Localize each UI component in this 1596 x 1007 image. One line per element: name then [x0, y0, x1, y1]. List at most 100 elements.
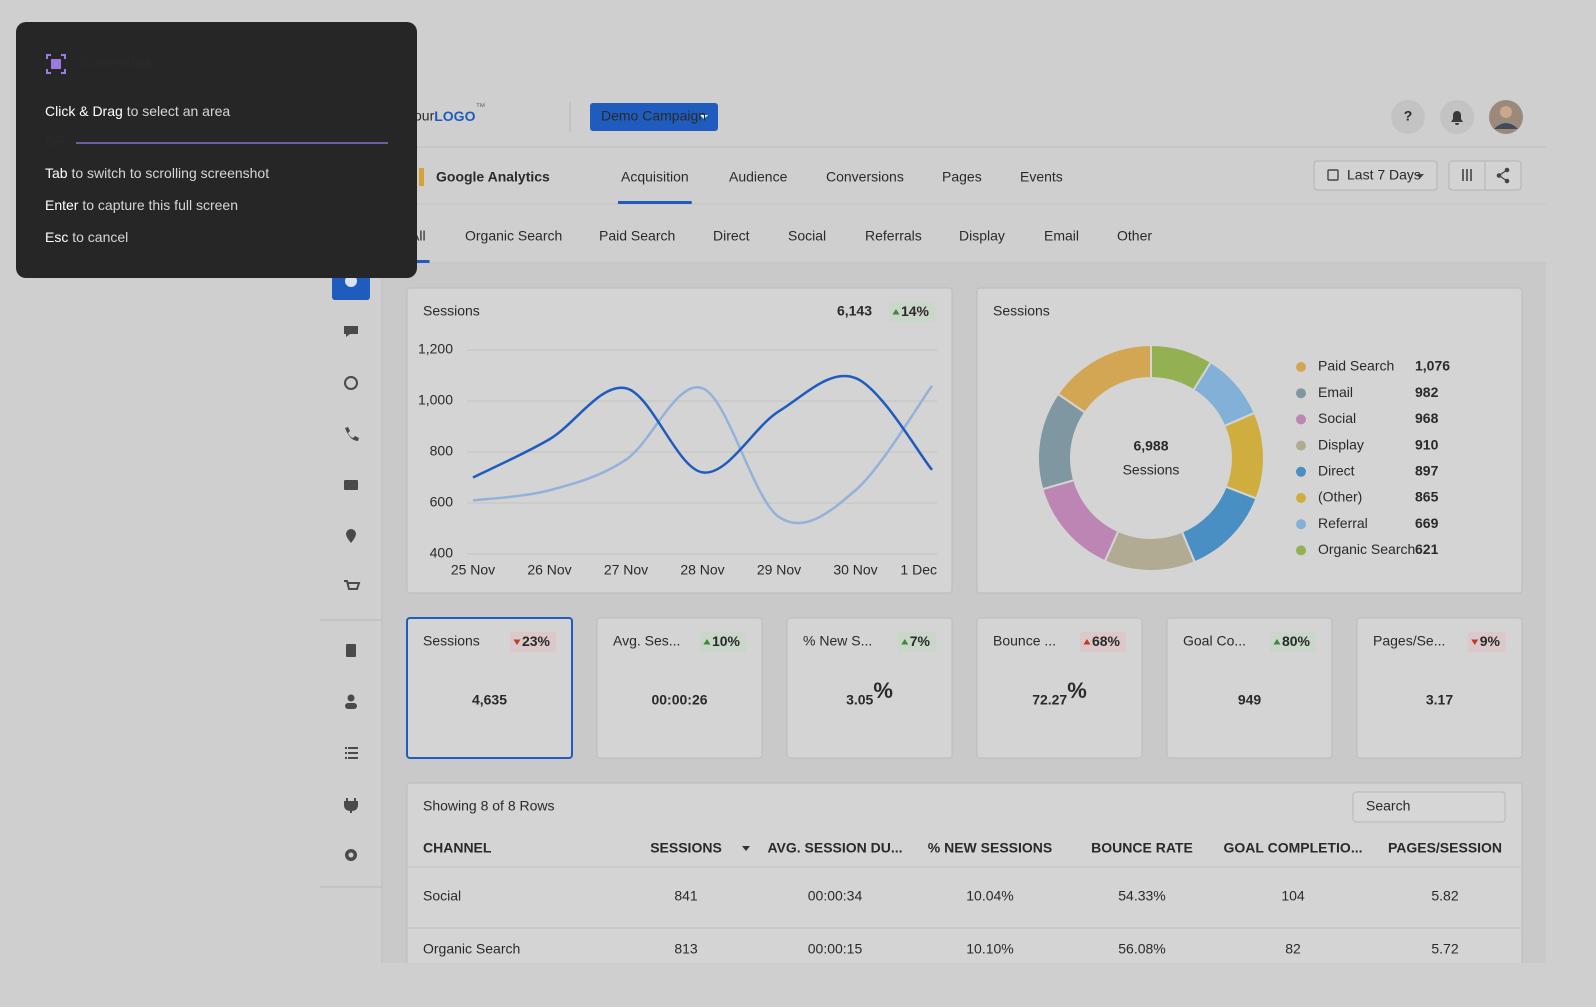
list-icon[interactable] — [345, 747, 358, 759]
legend-value: 982 — [1415, 384, 1439, 400]
x-tick-label: 29 Nov — [757, 562, 801, 578]
overlay-hint: Tab to switch to scrolling screenshot — [45, 165, 269, 181]
help-button[interactable] — [1391, 100, 1425, 134]
hint-text: to select an area — [127, 103, 231, 119]
badge-value: 10% — [712, 633, 741, 649]
channel-tab[interactable]: Email — [1044, 228, 1079, 244]
table-cell: Social — [423, 888, 461, 904]
badge-bg — [509, 632, 556, 652]
kpi-card[interactable]: Bounce ... 68%72.27% — [976, 617, 1143, 759]
share-icon — [1496, 167, 1510, 184]
change-badge: 9% — [1467, 632, 1506, 652]
change-badge: 7% — [897, 632, 936, 652]
hint-key: Enter — [45, 197, 79, 213]
channel-tab[interactable]: Organic Search — [465, 228, 562, 244]
donut-slice — [1223, 411, 1265, 500]
campaign-label[interactable]: Demo Campaign — [601, 108, 706, 124]
kpi-card-bg — [976, 617, 1143, 759]
table-cell: 54.33% — [1118, 888, 1165, 904]
location-icon[interactable] — [346, 529, 356, 543]
user-icon[interactable] — [345, 694, 357, 710]
y-tick-label: 1,000 — [418, 392, 453, 408]
table-cell: Organic Search — [423, 941, 520, 957]
mail-icon[interactable] — [344, 480, 358, 490]
date-range-button[interactable] — [1313, 160, 1438, 191]
tab[interactable]: Pages — [942, 169, 982, 185]
kpi-name: Bounce ... — [993, 633, 1056, 649]
trend-arrow — [703, 639, 711, 645]
legend-swatch — [1296, 545, 1306, 556]
overlay-separator: OR — [45, 133, 66, 149]
chart-title: Sessions — [423, 303, 480, 319]
kpi-card[interactable]: Pages/Se... 9% 3.17 — [1356, 617, 1523, 759]
tab[interactable]: Events — [1020, 169, 1063, 185]
report-icon[interactable] — [346, 644, 356, 657]
table-cell: 82 — [1285, 941, 1301, 957]
kpi-card[interactable]: Sessions 23% 4,635 — [406, 617, 573, 759]
kpi-value: 3.17 — [1426, 692, 1453, 708]
channel-tab[interactable]: Paid Search — [599, 228, 675, 244]
kpi-card-bg — [406, 617, 573, 759]
avatar-face — [1500, 106, 1512, 118]
change-badge: 68% — [1079, 632, 1126, 652]
channel-tab[interactable]: Other — [1117, 228, 1152, 244]
column-header[interactable]: SESSIONS — [650, 840, 722, 856]
kpi-card[interactable]: % New S... 7%3.05% — [786, 617, 953, 759]
kpi-card-bg — [596, 617, 763, 759]
kpi-card[interactable]: Goal Co... 80% 949 — [1166, 617, 1333, 759]
kpi-card-bg — [1356, 617, 1523, 759]
phone-icon[interactable] — [345, 427, 359, 441]
badge-value: 7% — [910, 633, 931, 649]
chat-icon[interactable] — [344, 326, 358, 337]
channel-tab[interactable]: Social — [788, 228, 826, 244]
badge-value: 80% — [1282, 633, 1311, 649]
screenshot-overlay: Screenshot OR Click & Drag to select an ar… — [16, 22, 417, 278]
column-header[interactable]: PAGES/SESSION — [1388, 840, 1502, 856]
plug-icon[interactable] — [344, 798, 358, 813]
column-header[interactable]: CHANNEL — [423, 840, 492, 856]
channel-tab[interactable]: Display — [959, 228, 1005, 244]
table-cell: 00:00:15 — [808, 941, 863, 957]
tab[interactable]: Audience — [729, 169, 788, 185]
kpi-value: 00:00:26 — [651, 692, 707, 708]
series-line — [472, 384, 934, 525]
tab[interactable]: Acquisition — [621, 169, 689, 185]
legend-label: Direct — [1318, 463, 1355, 479]
x-tick-label: 27 Nov — [604, 562, 648, 578]
column-header[interactable]: AVG. SESSION DU... — [767, 840, 902, 856]
search-placeholder[interactable]: Search — [1366, 798, 1410, 814]
x-tick-label: 30 Nov — [833, 562, 877, 578]
date-range-label[interactable]: Last 7 Days — [1347, 167, 1421, 183]
trend-arrow — [1471, 639, 1479, 645]
help-label[interactable]: ? — [1404, 108, 1413, 124]
legend-swatch — [1296, 493, 1306, 503]
badge-bg — [897, 632, 936, 652]
calendar-icon — [1327, 169, 1339, 181]
x-tick-label: 26 Nov — [527, 562, 571, 578]
channel-tab[interactable]: Direct — [713, 228, 750, 244]
line-chart-card — [406, 287, 953, 594]
table-cell: 00:00:34 — [808, 888, 863, 904]
kpi-unit: % — [873, 678, 893, 703]
overlay-hint: Enter to capture this full screen — [45, 197, 238, 213]
badge-bg — [1079, 632, 1126, 652]
trend-arrow — [513, 639, 521, 645]
tab[interactable]: Conversions — [826, 169, 904, 185]
channel-tab[interactable]: Referrals — [865, 228, 922, 244]
column-header[interactable]: BOUNCE RATE — [1091, 840, 1193, 856]
table-cell: 10.04% — [966, 888, 1013, 904]
column-header[interactable]: GOAL COMPLETIO... — [1224, 840, 1363, 856]
badge-bg — [699, 632, 746, 652]
settings-icon[interactable] — [345, 849, 357, 861]
hint-text: to switch to scrolling screenshot — [71, 165, 269, 181]
caret — [1417, 174, 1424, 178]
legend-label: Display — [1318, 436, 1364, 452]
cart-icon[interactable] — [344, 580, 361, 590]
y-tick-label: 800 — [430, 443, 454, 459]
search-input[interactable] — [1352, 791, 1506, 823]
campaign-button[interactable] — [590, 103, 718, 131]
column-header[interactable]: % NEW SESSIONS — [928, 840, 1052, 856]
kpi-card[interactable]: Avg. Ses... 10% 00:00:26 — [596, 617, 763, 759]
target-icon[interactable] — [344, 376, 358, 390]
